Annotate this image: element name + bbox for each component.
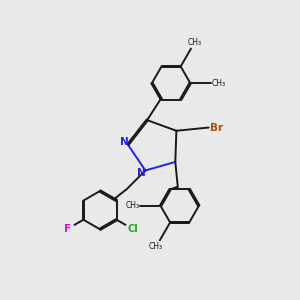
Text: N: N: [137, 168, 146, 178]
Text: F: F: [64, 224, 71, 234]
Text: CH₃: CH₃: [125, 201, 140, 210]
Text: CH₃: CH₃: [188, 38, 202, 47]
Text: Cl: Cl: [127, 224, 138, 234]
Text: N: N: [120, 137, 129, 147]
Text: CH₃: CH₃: [211, 79, 225, 88]
Text: Br: Br: [210, 122, 224, 133]
Text: CH₃: CH₃: [149, 242, 163, 251]
